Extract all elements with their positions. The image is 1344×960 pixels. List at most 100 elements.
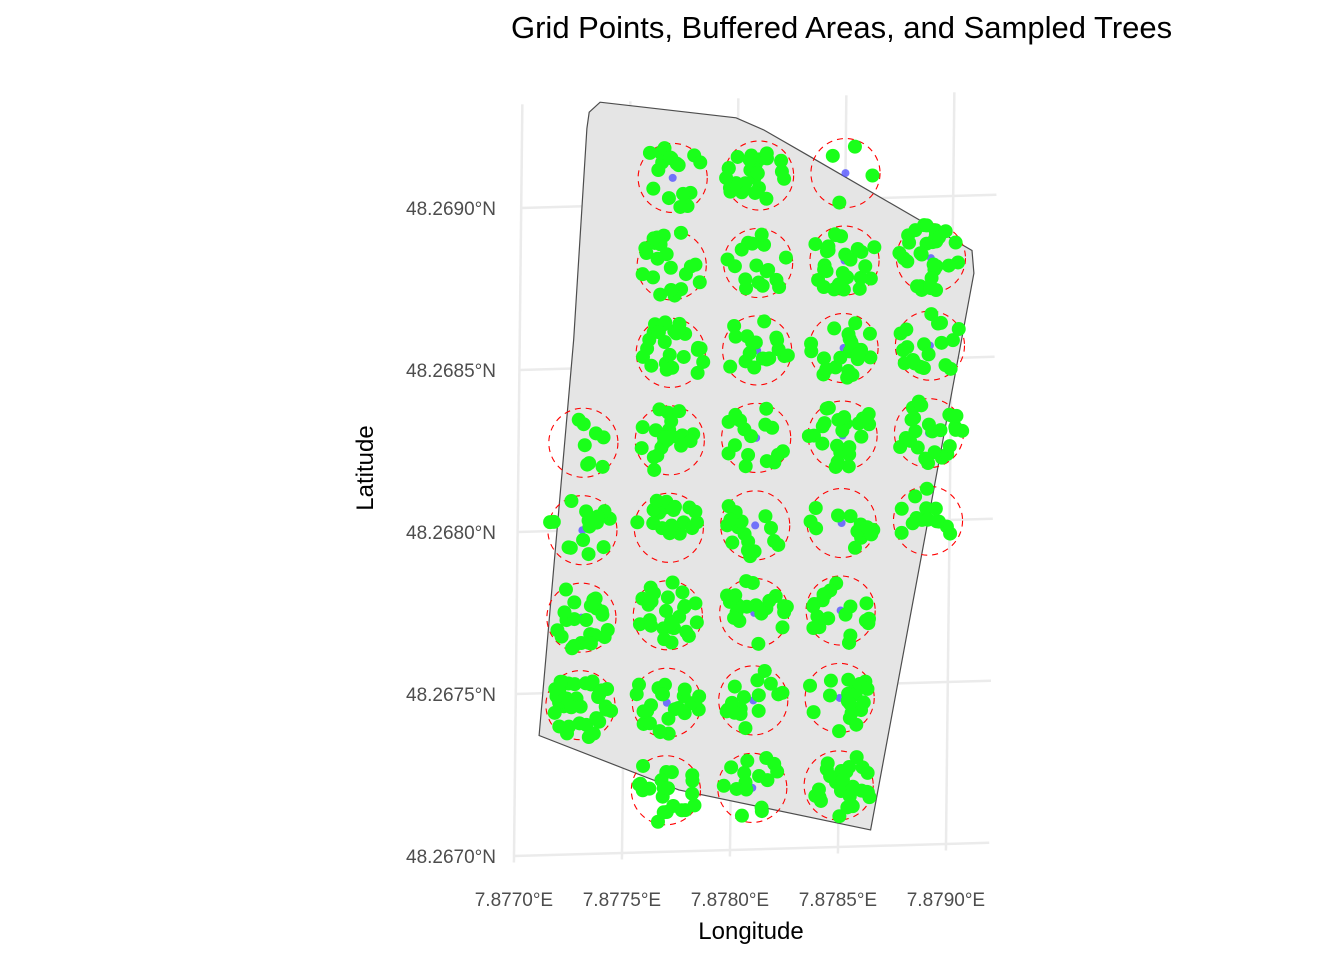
tree-point (676, 186, 691, 201)
tree-point (553, 674, 568, 689)
grid-point (841, 169, 850, 178)
tree-point (685, 786, 700, 801)
tree-point (806, 620, 821, 635)
tree-point (716, 778, 731, 793)
tree-point (850, 241, 865, 256)
tree-point (843, 628, 858, 643)
tree-point (646, 270, 661, 285)
tree-point (661, 781, 676, 796)
tree-point (911, 394, 926, 409)
grid-point (751, 521, 760, 530)
tree-point (896, 251, 911, 266)
tree-point (916, 360, 931, 375)
tree-point (758, 417, 773, 432)
tree-point (928, 501, 943, 516)
tree-point (573, 699, 588, 714)
tree-point (630, 515, 645, 530)
buffer-circle (894, 310, 966, 381)
tree-point (821, 611, 836, 626)
tree-point (806, 599, 821, 614)
tree-point (661, 191, 676, 206)
tree-point (835, 423, 850, 438)
tree-point (822, 688, 837, 703)
tree-point (772, 280, 787, 295)
tree-point (862, 326, 877, 341)
tree-point (649, 493, 664, 508)
tree-point (811, 272, 826, 287)
tree-point (841, 459, 856, 474)
tree-point (727, 438, 742, 453)
tree-point (740, 543, 755, 558)
tree-point (859, 409, 874, 424)
x-axis-title: Longitude (698, 918, 803, 945)
tree-point (803, 514, 818, 529)
tree-point (934, 335, 949, 350)
tree-point (688, 596, 703, 611)
tree-point (582, 456, 597, 471)
buffer-circle (720, 490, 791, 561)
tree-point (943, 361, 958, 376)
buffer-circle (804, 662, 875, 734)
tree-point (596, 540, 611, 555)
buffer-circle (630, 755, 701, 826)
tree-point (719, 170, 734, 185)
tree-point (561, 719, 576, 734)
tree-point (652, 402, 667, 417)
tree-point (736, 690, 751, 705)
tree-point (833, 350, 848, 365)
tree-point (651, 163, 666, 178)
tree-point (728, 588, 743, 603)
buffer-circle (803, 750, 874, 821)
tree-point (863, 350, 878, 365)
tree-point (827, 321, 842, 336)
tree-point (669, 326, 684, 341)
tree-point (583, 598, 598, 613)
tree-point (632, 617, 647, 632)
tree-point (767, 534, 782, 549)
tree-point (586, 726, 601, 741)
tree-point (775, 620, 790, 635)
tree-point (673, 199, 688, 214)
tree-point (651, 325, 666, 340)
tree-point (759, 264, 774, 279)
tree-point (646, 181, 661, 196)
buffer-circle (547, 495, 618, 566)
tree-point (725, 535, 740, 550)
tree-point (656, 687, 671, 702)
tree-point (747, 360, 762, 375)
tree-point (909, 279, 924, 294)
tree-point (727, 259, 742, 274)
buffer-circle (808, 312, 879, 384)
tree-point (657, 632, 672, 647)
buffer-circle (806, 487, 877, 559)
tree-point (843, 252, 858, 267)
tree-point (693, 155, 708, 170)
tree-point (828, 228, 843, 243)
tree-point (675, 585, 690, 600)
tree-point (835, 265, 850, 280)
tree-point (738, 459, 753, 474)
tree-point (685, 773, 700, 788)
tree-point (853, 270, 868, 285)
tree-point (692, 689, 707, 704)
tree-point (566, 639, 581, 654)
tree-point (817, 416, 832, 431)
tree-point (744, 429, 759, 444)
tree-point (749, 258, 764, 273)
tree-point (687, 798, 702, 813)
tree-point (577, 438, 592, 453)
tree-point (806, 705, 821, 720)
tree-point (674, 803, 689, 818)
tree-point (665, 575, 680, 590)
tree-point (901, 228, 916, 243)
tree-point (757, 314, 772, 329)
tree-point (764, 520, 779, 535)
tree-point (571, 412, 586, 427)
buffer-circle (810, 137, 881, 209)
tree-point (908, 489, 923, 504)
tree-point (813, 793, 828, 808)
tree-point (596, 430, 611, 445)
buffer-circle (636, 230, 707, 301)
tree-point (803, 678, 818, 693)
